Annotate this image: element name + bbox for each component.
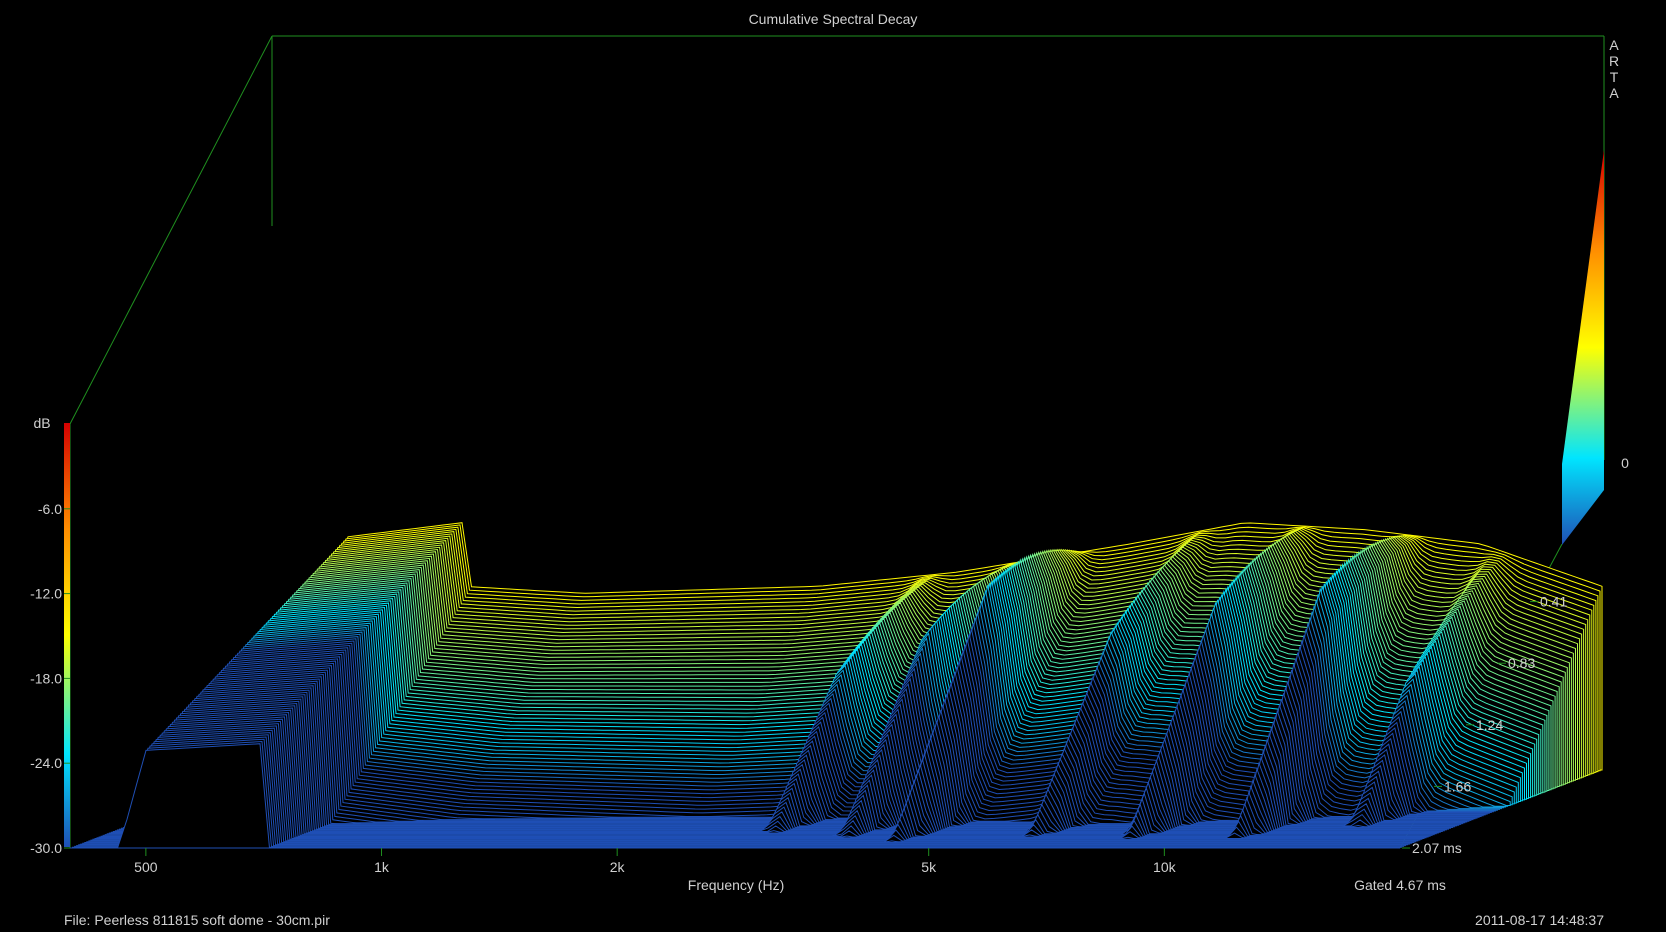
decay-slice: [70, 743, 1400, 849]
x-axis-label: Frequency (Hz): [688, 877, 784, 893]
x-tick-label: 2k: [610, 859, 626, 875]
time-tick-label: 0.41: [1540, 594, 1567, 610]
y-axis-label: dB: [33, 415, 50, 431]
y-tick-label: -24.0: [30, 755, 62, 771]
time-tick-label: 1.24: [1476, 717, 1503, 733]
y-tick-labels: -6.0 -12.0 -18.0 -24.0 -30.0: [30, 501, 70, 856]
x-tick-label: 1k: [374, 859, 390, 875]
brand-letter: A: [1609, 85, 1619, 101]
gated-label: Gated 4.67 ms: [1354, 877, 1446, 893]
time-tick-label: 0.83: [1508, 655, 1535, 671]
y-tick-label: -6.0: [38, 501, 62, 517]
time-tick-labels: 0.41 0.83 1.24 1.66 2.07 ms: [1402, 594, 1567, 856]
timestamp: 2011-08-17 14:48:37: [1475, 912, 1604, 928]
brand-letter: T: [1610, 69, 1619, 85]
colorbar-zero-label: 0: [1621, 455, 1629, 471]
frame-edge: [69, 35, 273, 425]
x-tick-labels: 500 1k 2k 5k 10k: [134, 848, 1177, 875]
brand-letter: A: [1609, 37, 1619, 53]
y-tick-label: -12.0: [30, 586, 62, 602]
colorbar-left: [64, 423, 70, 847]
time-tick-label: 2.07 ms: [1412, 840, 1462, 856]
x-tick-label: 5k: [921, 859, 937, 875]
time-tick-label: 1.66: [1444, 778, 1471, 794]
waterfall-surface: [70, 522, 1603, 849]
brand-letter: R: [1609, 53, 1619, 69]
y-tick-label: -30.0: [30, 840, 62, 856]
chart-title: Cumulative Spectral Decay: [749, 11, 918, 27]
file-name: File: Peerless 811815 soft dome - 30cm.p…: [64, 912, 330, 928]
x-tick-label: 500: [134, 859, 158, 875]
x-tick-label: 10k: [1153, 859, 1177, 875]
y-tick-label: -18.0: [30, 670, 62, 686]
colorbar-right: [1562, 150, 1604, 545]
